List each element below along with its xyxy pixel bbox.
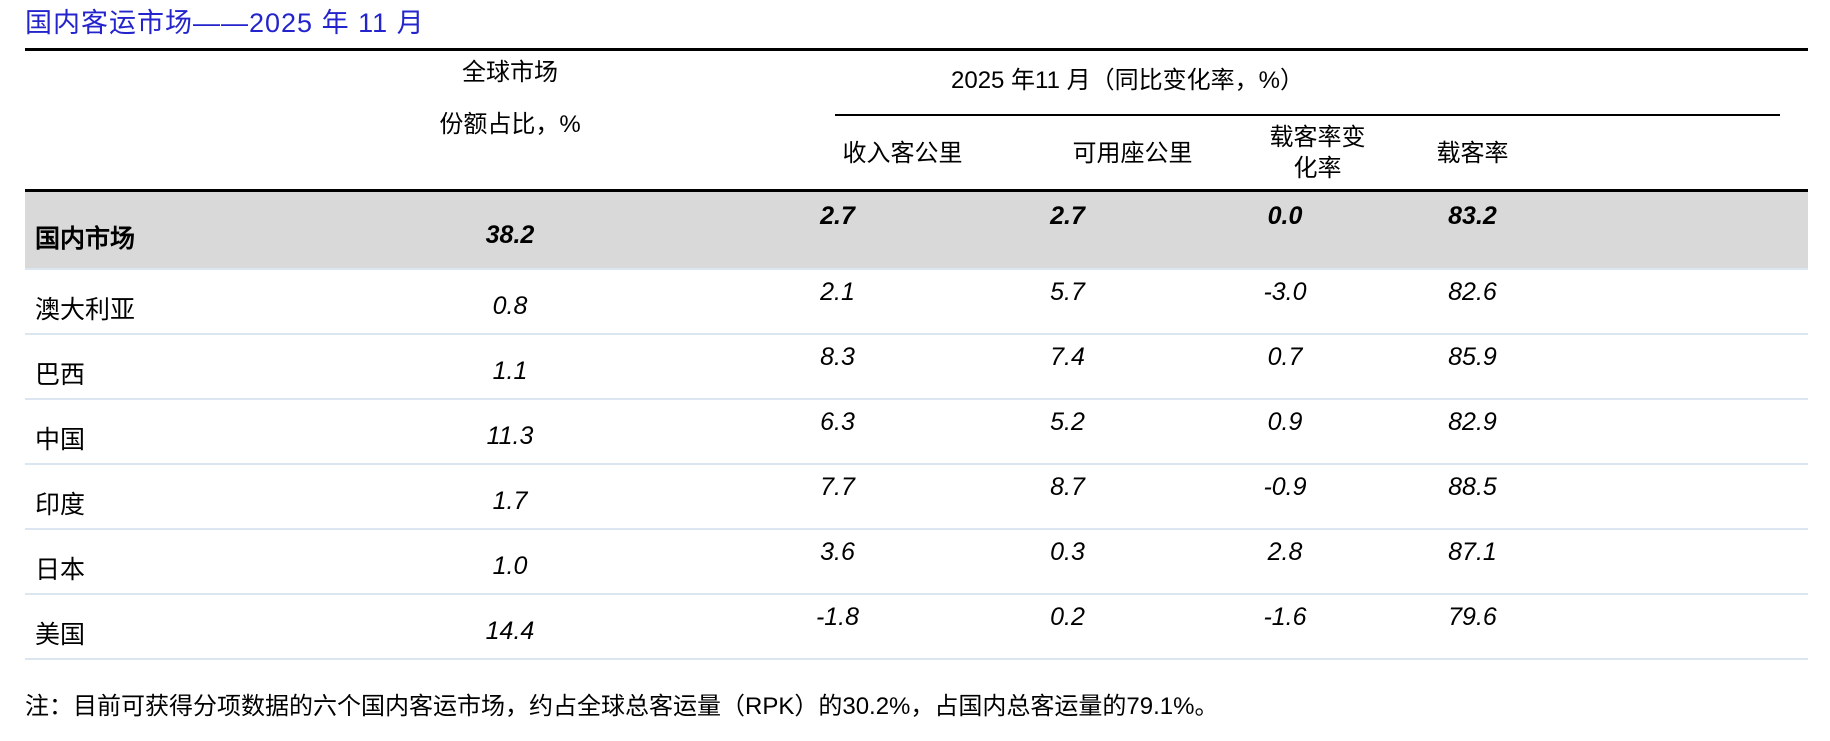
- cell-global-share: 14.4: [485, 617, 535, 645]
- cell-rpk: 2.1: [820, 278, 855, 306]
- table-row-india: 印度 1.7 7.7 8.7 -0.9 88.5: [25, 465, 1808, 530]
- cell-global-share: 1.0: [492, 552, 528, 580]
- table-row-brazil: 巴西 1.1 8.3 7.4 0.7 85.9: [25, 335, 1808, 400]
- column-header-load-factor-change-line: 化率: [1293, 155, 1342, 182]
- column-header-ask-line: 可用座公里: [1072, 139, 1193, 167]
- column-header-ask: 可用座公里: [1000, 117, 1215, 189]
- cell-market-name: 印度: [35, 491, 86, 519]
- cell-rpk: 2.7: [820, 202, 855, 230]
- table-row-usa: 美国 14.4 -1.8 0.2 -1.6 79.6: [25, 595, 1808, 660]
- cell-market-name: 澳大利亚: [35, 296, 136, 324]
- cell-market-name: 日本: [35, 556, 86, 584]
- cell-market-name: 巴西: [35, 361, 86, 389]
- cell-load-factor-change: 0.7: [1267, 343, 1303, 371]
- column-header-global-share: 全球市场 份额占比，%: [315, 51, 705, 189]
- cell-load-factor: 88.5: [1448, 473, 1497, 501]
- global-share-header-line1: 全球市场: [462, 59, 558, 86]
- cell-ask: 5.7: [1050, 278, 1085, 306]
- cell-load-factor: 82.6: [1448, 278, 1497, 306]
- cell-rpk: 3.6: [820, 538, 855, 566]
- cell-rpk: 8.3: [820, 343, 855, 371]
- cell-market-name: 国内市场: [35, 225, 136, 253]
- table-row-australia: 澳大利亚 0.8 2.1 5.7 -3.0 82.6: [25, 270, 1808, 335]
- cell-market-name: 美国: [35, 621, 86, 649]
- cell-global-share: 38.2: [485, 221, 535, 249]
- cell-spacer: [1550, 530, 1808, 593]
- cell-load-factor-change: -0.9: [1263, 473, 1307, 501]
- cell-ask: 8.7: [1050, 473, 1085, 501]
- cell-global-share: 1.7: [492, 487, 528, 515]
- cell-spacer: [1550, 595, 1808, 658]
- column-header-load-factor-change-line: 载客率变: [1269, 124, 1366, 151]
- column-header-rpk-line: 收入客公里: [842, 139, 963, 167]
- cell-spacer: [1550, 335, 1808, 398]
- footnote: 注：目前可获得分项数据的六个国内客运市场，约占全球总客运量（RPK）的30.2%…: [25, 693, 1219, 720]
- cell-ask: 2.7: [1050, 202, 1085, 230]
- cell-load-factor-change: 0.0: [1267, 202, 1303, 230]
- column-group-yoy: 2025 年11 月（同比变化率，%） 收入客公里 可用座公里 载客率变 化率 载客率: [705, 51, 1808, 189]
- column-group-yoy-label: 2025 年11 月（同比变化率，%）: [951, 67, 1304, 94]
- metric-column-headers: 收入客公里 可用座公里 载客率变 化率 载客率: [705, 117, 1550, 189]
- cell-ask: 5.2: [1050, 408, 1085, 436]
- domestic-passenger-table: 全球市场 份额占比，% 2025 年11 月（同比变化率，%） 收入客公里 可用座…: [25, 48, 1808, 660]
- cell-load-factor-change: -1.6: [1263, 603, 1307, 631]
- cell-rpk: -1.8: [815, 603, 860, 631]
- cell-load-factor: 83.2: [1448, 202, 1497, 230]
- cell-load-factor: 82.9: [1448, 408, 1497, 436]
- table-row-domestic: 国内市场 38.2 2.7 2.7 0.0 83.2: [25, 192, 1808, 270]
- cell-load-factor: 85.9: [1448, 343, 1497, 371]
- page-title: 国内客运市场——2025 年 11 月: [25, 8, 425, 38]
- cell-spacer: [1550, 465, 1808, 528]
- cell-ask: 0.3: [1050, 538, 1085, 566]
- cell-rpk: 6.3: [820, 408, 855, 436]
- cell-global-share: 0.8: [492, 292, 528, 320]
- cell-load-factor-change: 0.9: [1267, 408, 1303, 436]
- cell-global-share: 11.3: [486, 422, 534, 450]
- table-header: 全球市场 份额占比，% 2025 年11 月（同比变化率，%） 收入客公里 可用座…: [25, 51, 1808, 192]
- cell-ask: 0.2: [1050, 603, 1085, 631]
- cell-load-factor: 87.1: [1448, 538, 1497, 566]
- report-page: 国内客运市场——2025 年 11 月 全球市场 份额占比，% 2025 年11…: [25, 8, 1808, 720]
- column-header-load-factor-change: 载客率变 化率: [1215, 117, 1395, 189]
- cell-load-factor-change: -3.0: [1263, 278, 1307, 306]
- cell-global-share: 1.1: [492, 357, 528, 385]
- cell-rpk: 7.7: [820, 473, 855, 501]
- cell-spacer: [1550, 270, 1808, 333]
- column-header-load-factor: 载客率: [1395, 117, 1550, 189]
- table-row-china: 中国 11.3 6.3 5.2 0.9 82.9: [25, 400, 1808, 465]
- cell-spacer: [1550, 400, 1808, 463]
- column-header-rpk: 收入客公里: [705, 117, 1000, 189]
- column-group-underline: [835, 114, 1780, 116]
- column-header-load-factor-line: 载客率: [1436, 139, 1509, 167]
- cell-load-factor-change: 2.8: [1267, 538, 1303, 566]
- cell-market-name: 中国: [35, 426, 86, 454]
- cell-spacer: [1550, 192, 1808, 268]
- cell-ask: 7.4: [1050, 343, 1085, 371]
- table-body: 国内市场 38.2 2.7 2.7 0.0 83.2 澳大利亚 0.8 2.1 5.7 -3.0 82…: [25, 192, 1808, 660]
- table-row-japan: 日本 1.0 3.6 0.3 2.8 87.1: [25, 530, 1808, 595]
- global-share-header-line2: 份额占比，%: [439, 111, 581, 138]
- cell-load-factor: 79.6: [1448, 603, 1497, 631]
